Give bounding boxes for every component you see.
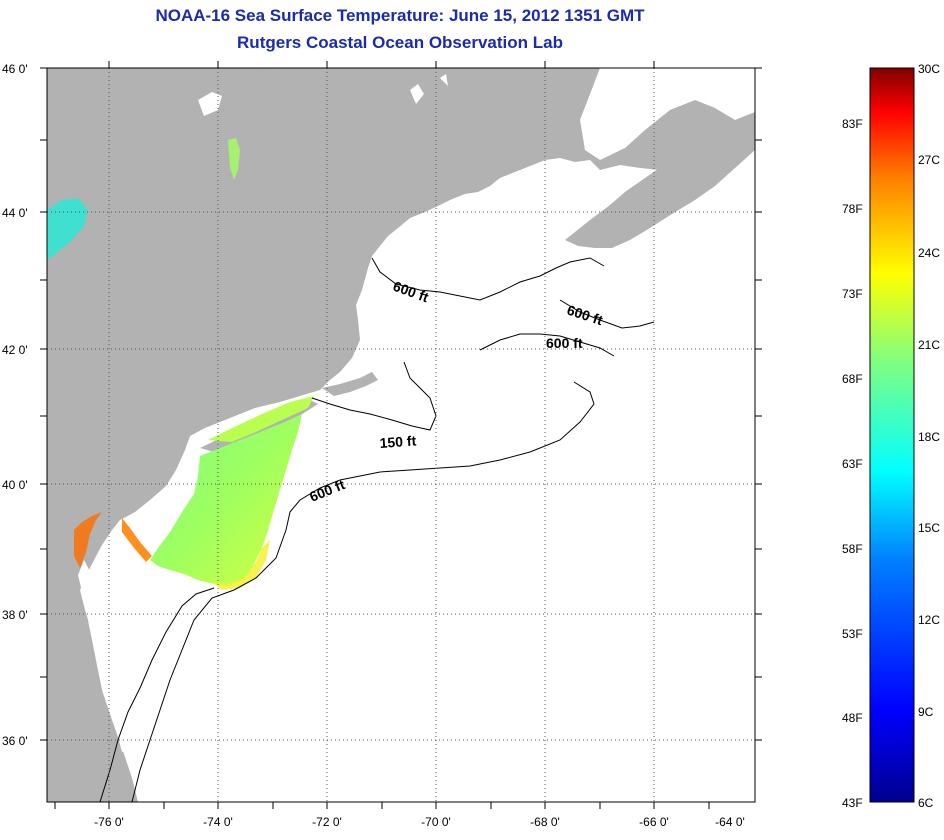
- land-mainland: [47, 68, 755, 802]
- sst-swath-warm-edge: [212, 540, 270, 590]
- colorbar-c-9: 9C: [918, 705, 934, 719]
- land-cape-breton: [680, 110, 735, 148]
- sst-long-island-sound: [208, 396, 314, 442]
- lon-label-76: -76 0': [94, 815, 124, 829]
- chart-subtitle: Rutgers Coastal Ocean Observation Lab: [237, 33, 563, 52]
- colorbar-f-78: 78F: [842, 202, 863, 216]
- colorbar-f-53: 53F: [842, 627, 863, 641]
- lake-2: [410, 84, 424, 104]
- tick-marks: [40, 61, 762, 809]
- lat-label-44: 44 0': [2, 206, 28, 220]
- contour-600ft-c: [479, 333, 615, 357]
- colorbar-c-27: 27C: [918, 153, 940, 167]
- contour-600ft-b: [559, 299, 655, 329]
- lon-label-72: -72 0': [312, 815, 342, 829]
- contour-150ft: [311, 361, 437, 431]
- chart-title: NOAA-16 Sea Surface Temperature: June 15…: [155, 6, 645, 25]
- colorbar-c-15: 15C: [918, 521, 940, 535]
- colorbar-f-63: 63F: [842, 457, 863, 471]
- lat-label-36: 36 0': [2, 734, 28, 748]
- lake-3: [440, 74, 448, 86]
- lon-label-74: -74 0': [203, 815, 233, 829]
- colorbar-c-18: 18C: [918, 430, 940, 444]
- colorbar-c-12: 12C: [918, 613, 940, 627]
- colorbar-c-24: 24C: [918, 246, 940, 260]
- lon-label-64: -64 0': [715, 815, 745, 829]
- land-cape-cod: [322, 372, 378, 396]
- lat-label-40: 40 0': [2, 478, 28, 492]
- colorbar-f-43: 43F: [842, 796, 863, 810]
- water-gulf: [580, 68, 755, 160]
- water-chesapeake-bay: [78, 560, 128, 752]
- contour-label-4: 150 ft: [379, 432, 417, 451]
- colorbar-f-73: 73F: [842, 287, 863, 301]
- colorbar: [869, 67, 915, 803]
- sst-lake-ontario: [47, 198, 88, 260]
- contour-shelf-inner: [99, 587, 215, 802]
- colorbar-c-30: 30C: [918, 62, 940, 76]
- contour-600ft-shelf: [131, 381, 595, 802]
- map-frame: [46, 67, 756, 803]
- lon-label-68: -68 0': [530, 815, 560, 829]
- colorbar-c-21: 21C: [918, 338, 940, 352]
- lat-label-42: 42 0': [2, 343, 28, 357]
- land-nova-scotia: [565, 118, 755, 248]
- colorbar-f-48: 48F: [842, 711, 863, 725]
- sst-lake-champlain: [228, 138, 240, 180]
- lat-label-38: 38 0': [2, 608, 28, 622]
- lon-label-70: -70 0': [421, 815, 451, 829]
- contour-600ft-a: [371, 257, 605, 301]
- sst-delaware-bay: [122, 518, 152, 562]
- colorbar-f-68: 68F: [842, 372, 863, 386]
- bathymetry-contours: [99, 257, 655, 802]
- sst-swath: [150, 414, 302, 586]
- contour-label-3: 600 ft: [546, 335, 583, 351]
- lon-label-66: -66 0': [639, 815, 669, 829]
- lat-label-46: 46 0': [2, 62, 28, 76]
- colorbar-f-83: 83F: [842, 117, 863, 131]
- lake-1: [198, 92, 222, 116]
- colorbar-f-58: 58F: [842, 542, 863, 556]
- colorbar-c-6: 6C: [918, 796, 934, 810]
- sst-chesapeake-north: [74, 512, 102, 568]
